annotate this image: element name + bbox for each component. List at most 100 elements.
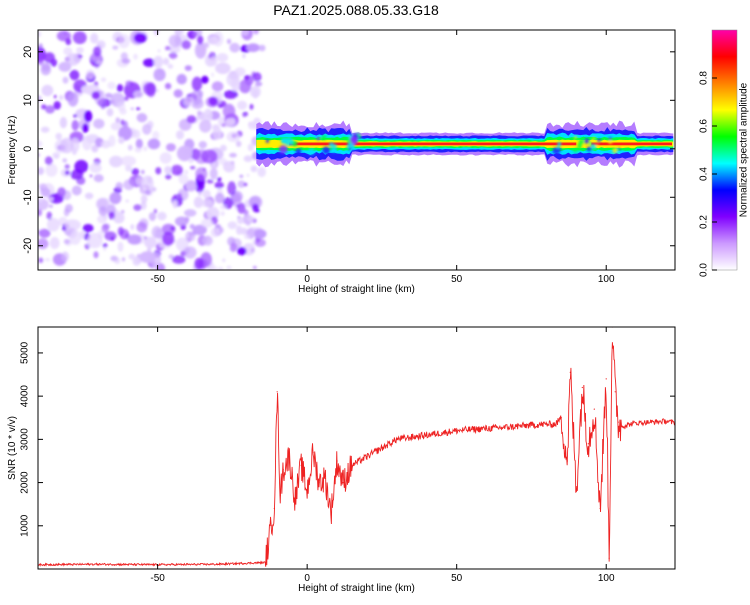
noise-blob [252,266,257,269]
y-tick-label: 5000 [20,341,31,364]
noise-blob [133,32,147,44]
snr-point [342,482,344,484]
noise-blob [48,196,54,201]
noise-blob [189,223,195,230]
snr-point [324,477,326,479]
colorbar-tick-label: 0.2 [699,215,710,229]
noise-blob [192,31,198,37]
band-core [289,142,577,146]
noise-blob [85,69,95,80]
turb-blob [556,146,560,149]
noise-blob [214,192,225,204]
noise-blob [110,236,115,241]
noise-blob [69,69,80,81]
noise-blob [212,126,222,140]
noise-blob [242,53,246,59]
snr-point [635,422,637,424]
noise-blob [153,30,160,36]
snr-point [300,464,302,466]
noise-blob [107,81,116,90]
noise-blob [211,72,215,78]
turb-blob [608,139,613,144]
noise-blob [237,202,246,214]
turb-blob [596,144,599,147]
y-tick-label: 2000 [20,471,31,494]
colorbar: 0.0 0.2 0.4 0.6 0.8 Normalized spectral ampli… [699,29,750,277]
noise-blob [71,185,82,196]
noise-blob [199,119,212,133]
noise-blob [124,96,129,101]
noise-blob [110,122,122,131]
noise-blob [163,57,170,66]
turb-blob [597,138,601,143]
noise-blob [89,163,102,173]
noise-blob [165,173,172,180]
noise-blob [103,246,107,252]
band-core [591,142,672,146]
noise-blob [258,44,266,52]
snr-point [569,371,571,373]
noise-blob [241,30,249,36]
noise-blob [190,166,196,170]
noise-blob [47,217,60,232]
noise-blob [81,85,95,94]
snr-point [545,423,548,425]
noise-blob [115,182,123,191]
snr-point [665,420,667,422]
noise-blob [250,85,261,98]
x-tick-label: 100 [598,573,615,584]
noise-blob [149,253,161,267]
x-axis-label: Height of straight line (km) [298,583,415,594]
colorbar-tick-label: 0.6 [699,119,710,133]
noise-blob [120,119,125,126]
y-tick-label: -20 [22,238,34,254]
noise-blob [186,115,197,124]
snr-point [276,391,278,393]
noise-blob [216,177,222,182]
snr-point [351,464,353,466]
noise-blob [52,152,60,158]
noise-blob [146,82,156,98]
noise-blob [126,81,130,86]
noise-blob [214,181,224,189]
x-tick-label: 100 [598,274,615,285]
y-tick-label: 1000 [20,514,31,537]
snr-point [599,507,601,510]
noise-blob [170,164,183,176]
noise-blob [239,174,244,178]
noise-blob [44,156,53,166]
noise-blob [229,152,237,158]
noise-blob [198,141,207,149]
noise-blob [210,227,221,238]
noise-blob [226,38,232,45]
noise-blob [108,211,115,220]
noise-blob [151,226,163,239]
snr-point [366,456,368,458]
noise-blob [169,46,181,54]
noise-blob [136,221,148,233]
noise-blob [202,235,213,246]
noise-blob [183,246,197,259]
noise-blob [119,108,127,115]
noise-blob [132,256,141,266]
noise-blob [63,208,70,217]
y-axis-label: Frequency (Hz) [7,116,18,185]
snr-point [629,423,631,425]
snr-point [336,460,338,462]
noise-blob [168,34,182,48]
turb-blob [557,141,562,147]
colorbar-tick-label: 0.0 [699,263,710,277]
snr-point [530,424,533,426]
noise-blob [220,144,227,152]
y-tick-label: 3000 [20,428,31,451]
noise-blob [170,226,176,231]
snr-frame [37,326,676,570]
noise-blob [178,174,189,185]
noise-blob [206,206,220,220]
noise-blob [216,53,229,62]
noise-blob [218,103,223,108]
noise-blob [135,138,143,149]
noise-blob [212,266,218,270]
noise-blob [72,31,87,45]
noise-blob [223,161,235,173]
